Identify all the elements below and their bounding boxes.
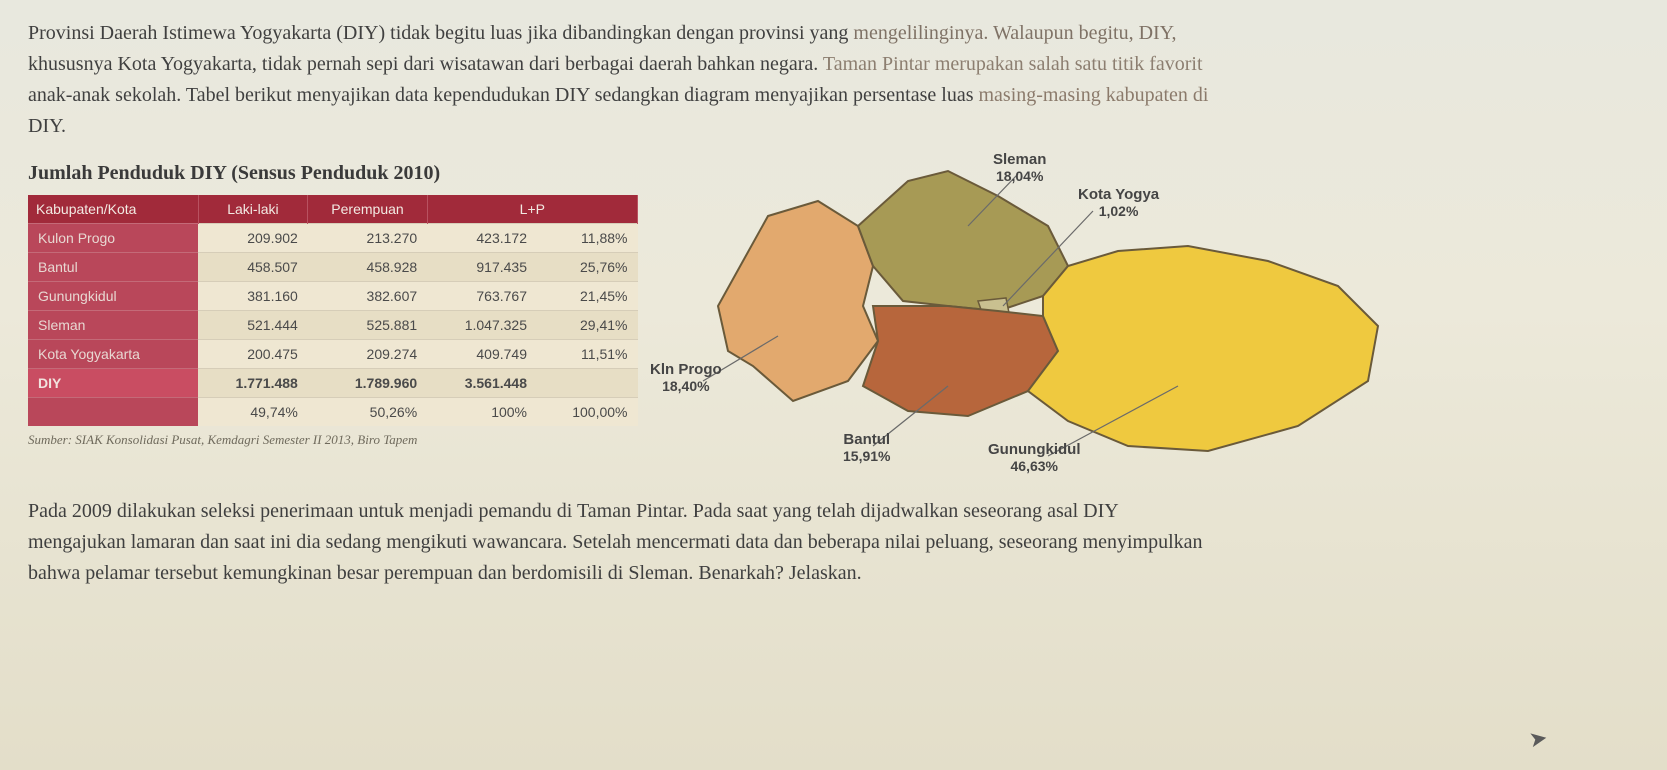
- outro-l2: mengajukan lamaran dan saat ini dia seda…: [28, 531, 1203, 553]
- th-lp: L+P: [427, 195, 637, 224]
- cell: 11,88%: [537, 224, 638, 253]
- cell: 1.771.488: [198, 369, 308, 398]
- intro-paragraph: Provinsi Daerah Istimewa Yogyakarta (DIY…: [28, 18, 1639, 142]
- region-kulonprogo: [718, 201, 878, 401]
- cell: 3.561.448: [427, 369, 537, 398]
- cell: 11,51%: [537, 340, 638, 369]
- intro-l4: DIY.: [28, 115, 66, 137]
- cell: 382.607: [308, 282, 427, 311]
- cursor-icon: ➤: [1526, 725, 1549, 754]
- cell: 1.047.325: [427, 311, 537, 340]
- cell: 21,45%: [537, 282, 638, 311]
- table-row: Sleman 521.444 525.881 1.047.325 29,41%: [28, 311, 638, 340]
- cell: 525.881: [308, 311, 427, 340]
- row-name: Bantul: [28, 253, 198, 282]
- table-title: Jumlah Penduduk DIY (Sensus Penduduk 201…: [28, 162, 638, 185]
- table-row: Gunungkidul 381.160 382.607 763.767 21,4…: [28, 282, 638, 311]
- cell: 209.902: [198, 224, 308, 253]
- table-row: Kulon Progo 209.902 213.270 423.172 11,8…: [28, 224, 638, 253]
- cell: 100,00%: [537, 398, 638, 427]
- intro-l3a: anak-anak sekolah. Tabel berikut menyaji…: [28, 84, 978, 106]
- cell: 917.435: [427, 253, 537, 282]
- row-name: Sleman: [28, 311, 198, 340]
- cell: 458.928: [308, 253, 427, 282]
- map-label-bantul: Bantul 15,91%: [843, 431, 890, 464]
- cell: 25,76%: [537, 253, 638, 282]
- th-laki: Laki-laki: [198, 195, 308, 224]
- th-kab: Kabupaten/Kota: [28, 195, 198, 224]
- outro-l1: Pada 2009 dilakukan seleksi penerimaan u…: [28, 500, 1119, 522]
- outro-l3: bahwa pelamar tersebut kemungkinan besar…: [28, 562, 862, 584]
- cell: 50,26%: [308, 398, 427, 427]
- cell: 521.444: [198, 311, 308, 340]
- row-name: Kota Yogyakarta: [28, 340, 198, 369]
- intro-l2b: Taman Pintar merupakan salah satu titik …: [823, 53, 1203, 75]
- table-row: Kota Yogyakarta 200.475 209.274 409.749 …: [28, 340, 638, 369]
- map-label-sleman: Sleman 18,04%: [993, 151, 1046, 184]
- row-name: Kulon Progo: [28, 224, 198, 253]
- intro-l2a: khususnya Kota Yogyakarta, tidak pernah …: [28, 53, 823, 75]
- intro-l1a: Provinsi Daerah Istimewa Yogyakarta (DIY…: [28, 22, 853, 44]
- cell: 423.172: [427, 224, 537, 253]
- intro-l3b: masing-masing kabupaten di: [978, 84, 1208, 106]
- row-name: DIY: [28, 369, 198, 398]
- cell: 209.274: [308, 340, 427, 369]
- area-map: Sleman 18,04% Kota Yogya 1,02% Kln Progo…: [648, 156, 1639, 476]
- map-label-kprogo: Kln Progo 18,40%: [650, 361, 722, 394]
- cell: 49,74%: [198, 398, 308, 427]
- cell: 200.475: [198, 340, 308, 369]
- table-row: Bantul 458.507 458.928 917.435 25,76%: [28, 253, 638, 282]
- table-row-pct: 49,74% 50,26% 100% 100,00%: [28, 398, 638, 427]
- cell: [537, 369, 638, 398]
- map-label-gkidul: Gunungkidul 46,63%: [988, 441, 1080, 474]
- th-perempuan: Perempuan: [308, 195, 427, 224]
- cell: 1.789.960: [308, 369, 427, 398]
- region-bantul: [863, 306, 1058, 416]
- cell: 409.749: [427, 340, 537, 369]
- cell: 458.507: [198, 253, 308, 282]
- population-table: Kabupaten/Kota Laki-laki Perempuan L+P K…: [28, 195, 638, 426]
- question-paragraph: Pada 2009 dilakukan seleksi penerimaan u…: [28, 496, 1639, 589]
- region-gunungkidul: [1028, 246, 1378, 451]
- table-header-row: Kabupaten/Kota Laki-laki Perempuan L+P: [28, 195, 638, 224]
- table-source: Sumber: SIAK Konsolidasi Pusat, Kemdagri…: [28, 432, 638, 448]
- table-row-total: DIY 1.771.488 1.789.960 3.561.448: [28, 369, 638, 398]
- cell: 381.160: [198, 282, 308, 311]
- intro-l1b: mengelilinginya. Walaupun begitu, DIY,: [853, 22, 1176, 44]
- cell: 100%: [427, 398, 537, 427]
- row-name: [28, 398, 198, 427]
- map-label-yogya: Kota Yogya 1,02%: [1078, 186, 1159, 219]
- row-name: Gunungkidul: [28, 282, 198, 311]
- cell: 213.270: [308, 224, 427, 253]
- cell: 29,41%: [537, 311, 638, 340]
- cell: 763.767: [427, 282, 537, 311]
- region-sleman: [858, 171, 1068, 311]
